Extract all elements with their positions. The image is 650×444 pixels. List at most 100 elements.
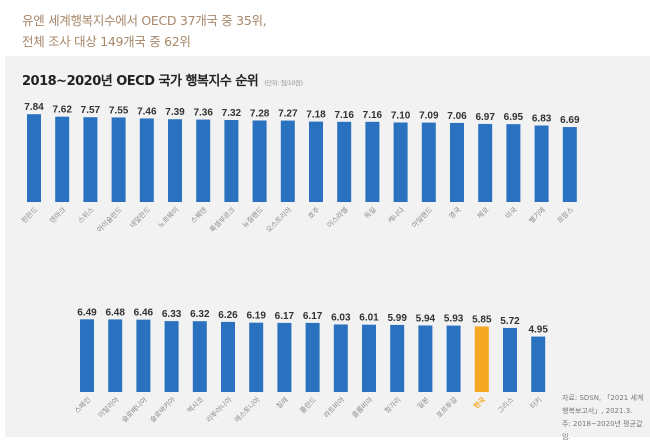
bar-호주 (309, 121, 323, 202)
value-label: 7.55 (109, 105, 129, 116)
value-label: 6.19 (246, 311, 266, 322)
headline-line-2: 전체 조사 대상 149개국 중 62위 (22, 34, 191, 49)
bar-네덜란드 (139, 118, 154, 202)
value-label: 6.95 (504, 112, 524, 123)
category-label: 뉴질랜드 (240, 205, 265, 230)
value-label: 7.10 (391, 110, 411, 121)
bar-미국 (506, 124, 521, 202)
category-label: 라트비아 (322, 395, 347, 420)
category-label: 스위스 (76, 205, 96, 225)
category-label: 독일 (362, 205, 377, 220)
bar-슬로베니아 (136, 319, 151, 392)
bar-덴마크 (55, 116, 70, 202)
headline: 유엔 세계행복지수에서 OECD 37개국 중 35위, 전체 조사 대상 14… (22, 10, 267, 52)
category-label: 네덜란드 (128, 205, 153, 230)
category-label: 콜롬비아 (350, 395, 375, 420)
category-label: 일본 (415, 395, 431, 411)
bar-이탈리아 (108, 319, 123, 392)
chart-title-text: 2018~2020년 OECD 국가 행복지수 순위 (22, 74, 259, 89)
bar-그리스 (503, 327, 517, 392)
value-label: 7.32 (222, 108, 242, 119)
unit-label: (단위: 점/10점) (264, 79, 303, 87)
bar-멕시코 (192, 321, 207, 392)
bar-독일 (365, 121, 380, 202)
value-label: 7.39 (165, 107, 185, 118)
source-note: 자료: SDSN, 「2021 세계행복보고서」, 2021.3. 주: 201… (562, 392, 648, 444)
value-label: 5.85 (472, 314, 492, 325)
value-label: 5.72 (500, 316, 520, 327)
value-label: 7.46 (137, 106, 157, 117)
bar-노르웨이 (168, 119, 182, 202)
category-label: 체코 (476, 205, 491, 220)
bar-라트비아 (333, 324, 348, 392)
category-label: 핀란드 (19, 205, 39, 225)
category-label: 한국 (472, 395, 488, 411)
bar-벨기에 (534, 125, 549, 202)
value-label: 7.06 (447, 111, 467, 122)
bar-일본 (418, 325, 433, 392)
value-label: 6.46 (134, 308, 154, 319)
category-label: 오스트리아 (264, 205, 294, 235)
bar-헝가리 (390, 324, 405, 392)
bar-한국 (474, 326, 489, 392)
bar-프랑스 (562, 127, 577, 202)
category-label: 칠레 (274, 395, 289, 410)
category-label: 덴마크 (48, 205, 68, 225)
bar-스웨덴 (196, 119, 211, 202)
value-label: 4.95 (528, 325, 548, 336)
value-label: 6.17 (303, 311, 323, 322)
category-label: 슬로베니아 (120, 395, 150, 425)
category-label: 노르웨이 (156, 205, 181, 230)
category-label: 영국 (447, 205, 463, 221)
value-label: 7.27 (278, 109, 298, 120)
value-label: 6.17 (275, 311, 295, 322)
category-label: 터키 (528, 395, 543, 410)
value-label: 6.32 (190, 309, 210, 320)
category-label: 슬로바키아 (148, 395, 178, 425)
bar-슬로바키아 (164, 321, 179, 392)
value-label: 6.49 (77, 307, 97, 318)
category-label: 폴란드 (299, 395, 319, 415)
category-label: 스페인 (72, 395, 92, 415)
category-label: 이스라엘 (325, 205, 350, 230)
bar-아이슬란드 (111, 117, 126, 202)
bar-스페인 (80, 319, 94, 392)
source-line-1: 자료: SDSN, 「2021 세계행복보고서」, 2021.3. (562, 394, 644, 415)
bar-스위스 (83, 117, 98, 202)
bar-오스트리아 (280, 120, 295, 202)
category-label: 멕시코 (185, 395, 205, 415)
headline-line-1: 유엔 세계행복지수에서 OECD 37개국 중 35위, (22, 13, 267, 28)
bar-핀란드 (27, 114, 41, 202)
value-label: 7.16 (334, 110, 354, 121)
category-label: 벨기에 (527, 205, 547, 225)
chart-title: 2018~2020년 OECD 국가 행복지수 순위 (단위: 점/10점) (22, 70, 303, 89)
bar-아일랜드 (421, 122, 436, 202)
bar-터키 (531, 336, 546, 392)
value-label: 5.99 (387, 313, 407, 324)
bar-칠레 (277, 322, 292, 392)
bar-폴란드 (305, 322, 320, 392)
category-label: 포르투갈 (435, 395, 459, 419)
value-label: 6.01 (359, 313, 379, 324)
category-label: 캐나다 (386, 205, 406, 225)
value-label: 7.84 (24, 102, 44, 113)
bar-영국 (450, 122, 464, 202)
category-label: 그리스 (495, 395, 515, 415)
value-label: 7.62 (52, 105, 72, 116)
category-label: 이탈리아 (96, 395, 121, 420)
category-label: 스웨덴 (189, 205, 209, 225)
value-label: 7.18 (306, 110, 326, 121)
value-label: 6.48 (105, 307, 125, 318)
value-label: 5.93 (444, 314, 464, 325)
bar-체코 (478, 123, 493, 202)
category-label: 리투아니아 (204, 395, 234, 425)
bar-리투아니아 (221, 321, 235, 392)
bar-이스라엘 (337, 121, 352, 202)
value-label: 6.69 (560, 115, 580, 126)
bar-콜롬비아 (362, 324, 376, 392)
value-label: 6.97 (475, 112, 495, 123)
value-label: 6.33 (162, 309, 182, 320)
bar-포르투갈 (446, 325, 461, 392)
value-label: 6.83 (532, 114, 552, 125)
